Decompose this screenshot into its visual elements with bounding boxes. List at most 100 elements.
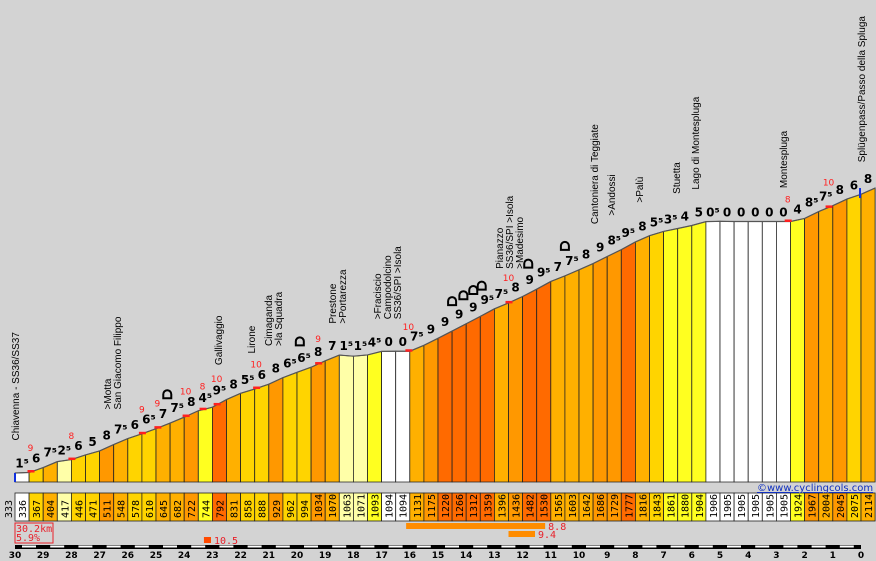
summary-distance: 30.2km (16, 524, 52, 535)
profile-segment (522, 288, 538, 483)
profile-segment (550, 275, 566, 483)
distance-axis-dash (191, 545, 206, 548)
elevation-label: 1603 (568, 494, 579, 518)
steepest-section-label: 8.8 (548, 522, 566, 533)
km-tick-label: 28 (65, 551, 78, 561)
km-tick-label: 0 (858, 551, 864, 561)
distance-axis-dash (501, 545, 516, 548)
distance-axis-dash (839, 545, 854, 548)
elevation-label: 1093 (371, 494, 382, 518)
gradient-label: 3⁵ (664, 213, 678, 227)
elevation-label: 929 (272, 500, 283, 518)
profile-segment (606, 248, 622, 483)
distance-axis-dash (783, 545, 798, 548)
gradient-label: 4 (681, 209, 689, 223)
max-gradient-mark (199, 407, 207, 411)
profile-segment (240, 388, 256, 483)
elevation-label: 1175 (427, 494, 438, 518)
profile-segment (536, 280, 552, 483)
max-gradient-label: 9 (315, 335, 321, 345)
elevation-label: 1861 (667, 494, 678, 518)
gradient-label: 4⁵ (199, 391, 213, 405)
profile-segment (747, 221, 763, 483)
elevation-label: 1436 (512, 494, 523, 518)
place-label: SS36/SPI >Isola (393, 246, 404, 320)
elevation-label: 1905 (723, 494, 734, 518)
place-label: Cimaganda (264, 294, 275, 346)
gradient-label: 8⁵ (607, 234, 621, 248)
elevation-label: 1034 (314, 494, 325, 518)
gradient-label: 8⁵ (805, 196, 819, 210)
km-tick-label: 30 (9, 551, 22, 561)
gradient-label: 7⁵ (170, 401, 184, 415)
profile-segment (635, 235, 650, 483)
gradient-label: 9⁵ (622, 226, 636, 240)
max-gradient-label: 10 (211, 375, 223, 385)
elevation-label: 1904 (695, 494, 706, 518)
max-gradient-mark (27, 470, 35, 473)
km-tick-label: 18 (347, 551, 360, 561)
profile-segment (846, 193, 862, 483)
km-tick-label: 2 (801, 551, 807, 561)
gradient-label: 8 (102, 429, 110, 443)
km-tick-label: 16 (404, 551, 417, 561)
profile-segment (860, 187, 876, 483)
km-tick-label: 26 (122, 551, 135, 561)
elevation-label: 1482 (526, 494, 537, 518)
max-gradient-mark (505, 300, 513, 304)
gradient-label: 7 (328, 339, 336, 353)
tunnel-icon (162, 389, 173, 400)
distance-axis-dash (106, 545, 121, 548)
max-gradient-label: 10 (823, 178, 835, 188)
elevation-label: 471 (89, 500, 100, 518)
tunnel-icon (294, 336, 305, 347)
distance-axis-dash (163, 545, 177, 548)
gradient-label: 8 (314, 345, 322, 359)
gradient-label: 5⁵ (241, 373, 255, 387)
max-gradient-mark (68, 457, 76, 461)
elevation-label: 548 (117, 500, 128, 518)
place-label: Chiavenna - SS36/SS37 (11, 332, 22, 441)
km-tick-label: 25 (150, 551, 163, 561)
distance-axis-dash (304, 545, 318, 548)
steepest-section-bar (406, 523, 546, 529)
elevation-label: 1843 (653, 494, 664, 518)
elevation-label: 1220 (441, 494, 452, 518)
distance-axis-dash (22, 545, 36, 548)
elevation-label: 610 (145, 500, 156, 518)
distance-axis-dash (755, 545, 770, 548)
elevation-label: 1063 (342, 494, 353, 518)
profile-segment (578, 262, 594, 483)
summary-box (14, 522, 54, 544)
place-label: Campodolcino (383, 255, 394, 319)
profile-segment (705, 220, 721, 483)
profile-segment (465, 315, 481, 483)
profile-segment (451, 323, 467, 483)
distance-axis-dash (388, 545, 403, 548)
elevation-label: 962 (286, 500, 297, 518)
gradient-label: 9 (469, 300, 477, 314)
place-label: Gallivaggio (214, 315, 225, 365)
gradient-label: 7⁵ (410, 329, 424, 343)
max-gradient-label: 8 (69, 432, 75, 442)
profile-segment (113, 437, 129, 483)
gradient-label: 6⁵ (297, 351, 311, 365)
copyright-link[interactable]: ©www.cyclingcols.com (757, 483, 873, 494)
place-label: >Portarezza (338, 269, 349, 324)
distance-axis-dash (557, 545, 572, 548)
distance-axis-dash (642, 545, 657, 548)
km-tick-label: 20 (291, 551, 304, 561)
gradient-label: 6 (74, 439, 82, 453)
gradient-label: 9 (441, 315, 449, 329)
elevation-label: 417 (60, 500, 71, 518)
elevation-label: 1816 (638, 494, 649, 518)
gradient-label: 9⁵ (481, 293, 495, 307)
profile-segment (790, 217, 805, 483)
gradient-label: 5 (695, 206, 703, 220)
gradient-label: 2⁵ (58, 444, 72, 458)
profile-segment (409, 344, 425, 483)
gradient-label: 0 (765, 205, 773, 219)
distance-axis-dash (247, 545, 262, 548)
place-label: Splügenpass/Passo della Spluga (857, 16, 868, 163)
